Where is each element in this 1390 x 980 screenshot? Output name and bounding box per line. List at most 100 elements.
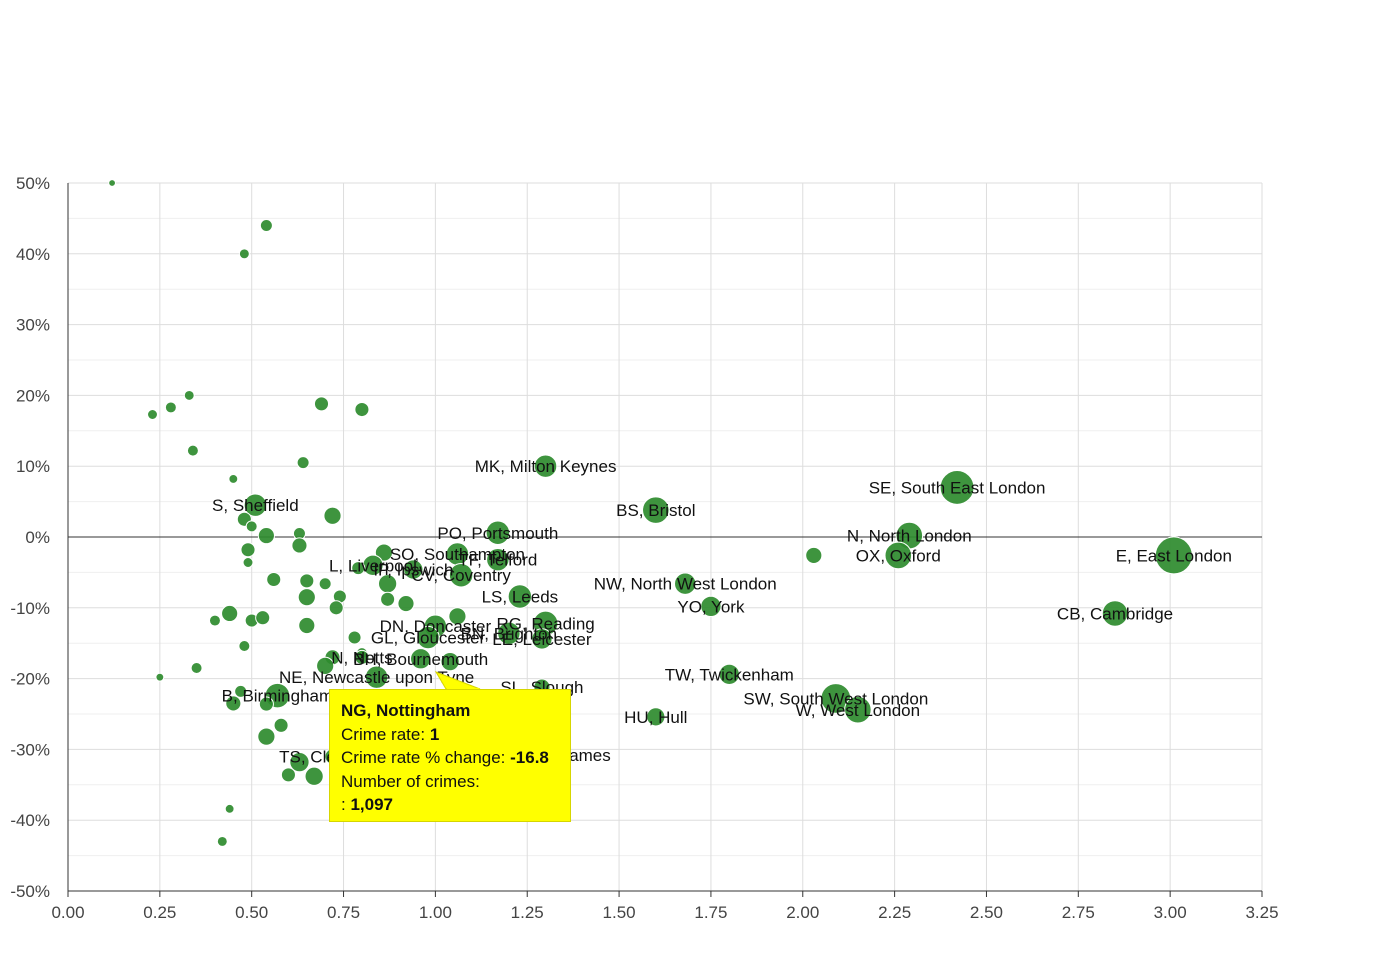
bubble xyxy=(884,541,913,570)
bubble xyxy=(273,717,289,733)
bubble xyxy=(347,630,362,645)
bubble xyxy=(255,610,271,626)
bubble xyxy=(108,179,116,187)
bubble xyxy=(531,628,553,650)
bubble xyxy=(298,616,316,635)
bubble xyxy=(354,649,370,665)
y-tick-label: -50% xyxy=(10,882,50,901)
x-tick-label: 1.50 xyxy=(603,903,636,922)
bubble xyxy=(225,695,242,712)
bubble xyxy=(240,542,256,558)
y-tick-label: 0% xyxy=(25,528,50,547)
bubble xyxy=(238,248,250,260)
chart-bubbles xyxy=(108,179,1193,847)
bubble xyxy=(646,707,666,727)
bubble xyxy=(440,651,460,672)
bubble xyxy=(374,543,394,562)
x-tick-label: 0.00 xyxy=(51,903,84,922)
bubble xyxy=(258,696,274,712)
bubble-label: IP, Ipswich xyxy=(373,561,453,580)
x-tick-label: 3.00 xyxy=(1154,903,1187,922)
bubble xyxy=(259,218,273,232)
bubble xyxy=(844,695,872,724)
tooltip-change-label: Crime rate % change: xyxy=(341,748,506,767)
x-tick-label: 3.25 xyxy=(1245,903,1278,922)
bubble xyxy=(1154,536,1193,575)
bubble xyxy=(805,546,823,564)
bubble xyxy=(304,766,324,786)
bubble xyxy=(485,520,511,545)
bubble xyxy=(364,665,389,689)
bubble-label: SE, South East London xyxy=(869,478,1046,497)
bubble-label: BH, Bournemouth xyxy=(353,650,488,669)
bubble xyxy=(257,727,276,746)
bubble xyxy=(939,470,975,505)
bubble xyxy=(313,396,330,412)
bubble-label: TF, Telford xyxy=(458,551,537,570)
bubble xyxy=(291,537,308,554)
bubble-label: PO, Portsmouth xyxy=(437,524,558,543)
bubble xyxy=(323,506,342,525)
bubble-label: NW, North West London xyxy=(594,575,777,594)
bubble xyxy=(190,662,203,674)
tooltip-count-prefix: : xyxy=(341,795,346,814)
bubble-label: OX, Oxford xyxy=(856,546,941,565)
bubble xyxy=(186,444,199,457)
bubble xyxy=(155,672,165,682)
bubble xyxy=(351,561,366,576)
y-tick-label: 50% xyxy=(16,174,50,193)
bubble-label: GL, Gloucester xyxy=(371,629,486,648)
chart-tick-labels: 0.00 0.25 0.50 0.75 1.00 1.25 1.50 1.75 2.00 2.25… xyxy=(10,174,1278,922)
bubble xyxy=(416,625,440,650)
x-tick-label: 2.00 xyxy=(786,903,819,922)
x-tick-label: 2.50 xyxy=(970,903,1003,922)
bubble xyxy=(674,572,697,595)
x-tick-label: 2.75 xyxy=(1062,903,1095,922)
bubble-label: LS, Leeds xyxy=(482,587,559,606)
x-tick-label: 0.50 xyxy=(235,903,268,922)
bubble-label: CB, Cambridge xyxy=(1057,604,1173,623)
tooltip-title: NG, Nottingham xyxy=(341,701,471,720)
bubble xyxy=(216,835,228,847)
bubble xyxy=(224,803,235,814)
bubble-label: BS, Bristol xyxy=(616,501,695,520)
bubble xyxy=(316,656,335,675)
bubble xyxy=(410,648,432,670)
bubble-label: S, Sheffield xyxy=(212,496,299,515)
bubble xyxy=(280,767,296,783)
bubble-label: E, East London xyxy=(1116,546,1232,565)
bubble xyxy=(448,563,474,588)
bubble xyxy=(507,584,533,609)
tooltip-count-label: Number of crimes: xyxy=(341,771,480,791)
x-tick-label: 2.25 xyxy=(878,903,911,922)
bubble-label: L, Liverpool xyxy=(329,556,417,575)
bubble-label: YO, York xyxy=(677,597,745,616)
bubble-label: W, West London xyxy=(796,701,920,720)
bubble xyxy=(296,456,310,470)
bubble xyxy=(242,557,254,568)
bubble xyxy=(297,588,316,607)
y-tick-label: -20% xyxy=(10,670,50,689)
bubble xyxy=(533,454,558,478)
bubble xyxy=(228,474,239,484)
bubble xyxy=(1101,600,1129,627)
chart-bubble-labels: MK, Milton Keynes S, Sheffield B, Birmingh… xyxy=(212,457,1232,766)
bubble xyxy=(289,752,310,773)
y-tick-label: 10% xyxy=(16,457,50,476)
y-tick-label: -40% xyxy=(10,811,50,830)
bubble xyxy=(318,577,332,591)
x-tick-label: 1.75 xyxy=(694,903,727,922)
x-tick-label: 1.25 xyxy=(511,903,544,922)
bubble-label: N, Notts xyxy=(331,648,392,667)
bubble xyxy=(238,640,251,653)
bubble xyxy=(234,684,248,698)
x-tick-label: 0.25 xyxy=(143,903,176,922)
y-tick-label: -30% xyxy=(10,740,50,759)
bubble-label: DN, Doncaster xyxy=(380,617,492,636)
bubble xyxy=(448,607,467,626)
tooltip-rate-value: 1 xyxy=(429,724,440,744)
y-tick-label: 20% xyxy=(16,386,50,405)
bubble-label: SO, Southampton xyxy=(390,545,525,564)
bubble xyxy=(718,663,740,686)
